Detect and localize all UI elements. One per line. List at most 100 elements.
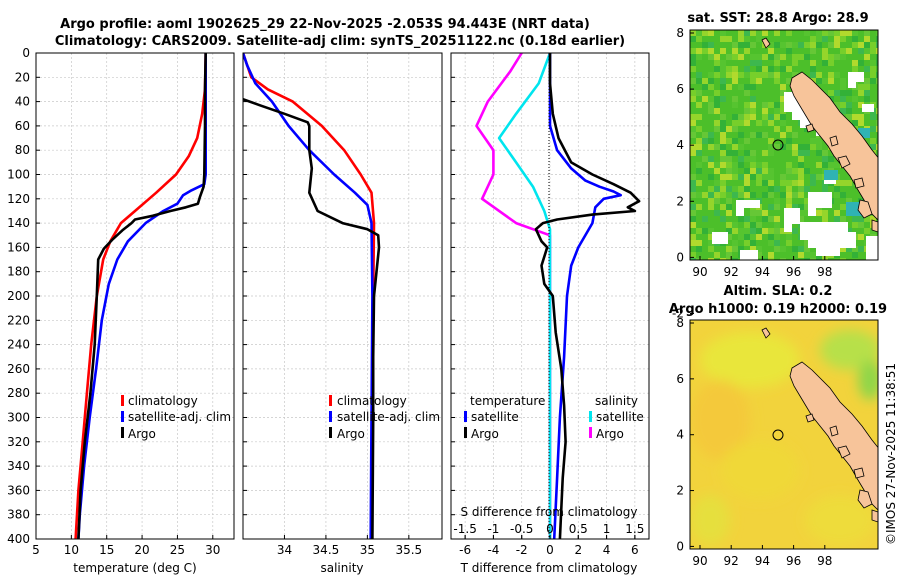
salinity-grid: [243, 53, 442, 539]
map-x-tick-label: 94: [755, 554, 770, 568]
y-tick-label: 320: [7, 435, 30, 449]
sst-map-ticks: 90 92 94 96 98 8 6 4 2 0 -2: [672, 26, 832, 320]
sla-field-texture: [690, 330, 878, 545]
sst-map-title: sat. SST: 28.8 Argo: 28.9: [687, 11, 868, 26]
map-x-tick-label: 92: [724, 265, 739, 279]
x2-tick-label: -0.5: [510, 522, 533, 536]
y-tick-label: 120: [7, 192, 30, 206]
x-tick-label: 10: [64, 543, 79, 557]
x2-tick-label: 1.5: [625, 522, 644, 536]
argo-float-location: [772, 429, 784, 441]
x-tick-label: 15: [99, 543, 114, 557]
y-tick-label: 240: [7, 338, 30, 352]
y-tick-label: 140: [7, 216, 30, 230]
legend-swatch-argo: [329, 427, 332, 438]
legend-swatch-argo: [121, 427, 124, 438]
map-x-tick-label: 90: [692, 265, 707, 279]
x-tick-label: 2: [574, 543, 582, 557]
y-tick-label: 100: [7, 168, 30, 182]
y-tick-label: 360: [7, 483, 30, 497]
y-tick-label: 200: [7, 289, 30, 303]
title-line-1: Argo profile: aoml 1902625_29 22-Nov-202…: [60, 17, 590, 32]
series-line-t-satellite: [548, 53, 623, 539]
x-tick-label: 34: [277, 543, 292, 557]
x-tick-label: 20: [134, 543, 149, 557]
y-tick-label: 160: [7, 240, 30, 254]
map-y-tick-label: 8: [676, 26, 684, 40]
x2-tick-label: -1.5: [453, 522, 476, 536]
temperature-xlabel: temperature (deg C): [73, 561, 196, 575]
y-tick-label: 400: [7, 532, 30, 546]
x-tick-label: 5: [32, 543, 40, 557]
difference-series: [475, 53, 641, 539]
map-y-tick-label: 0: [676, 250, 684, 264]
islands: [761, 327, 878, 523]
legend-label-t-satellite: satellite: [471, 410, 519, 424]
sla-map-title-2: Argo h1000: 0.19 h2000: 0.19: [669, 302, 887, 317]
legend-swatch-satellite: [329, 411, 332, 422]
legend-heading-temperature: temperature: [470, 394, 545, 408]
temperature-series: [74, 53, 207, 539]
salinity-xlabel: salinity: [320, 561, 363, 575]
difference-ticks: -6 -4 -2 0 2 4 6 -1.5 -1 -0.5 0 0.5 1 1.5: [451, 52, 644, 557]
map-y-tick-label: 4: [676, 138, 684, 152]
map-y-tick-label: 6: [676, 372, 684, 386]
legend-swatch-t-argo: [464, 427, 467, 438]
legend-label-argo: Argo: [337, 427, 365, 441]
legend-label-climatology: climatology: [337, 394, 407, 408]
legend-label-s-argo: Argo: [596, 427, 624, 441]
legend-swatch-climatology: [329, 395, 332, 406]
series-line-argo: [77, 53, 207, 539]
salinity-ticks: 34 34.5 35 35.5: [243, 52, 422, 557]
legend-swatch-satellite: [121, 411, 124, 422]
legend-swatch-s-satellite: [589, 411, 592, 422]
map-y-tick-label: 0: [676, 539, 684, 553]
difference-legend: temperature satellite Argo salinity sate…: [464, 394, 644, 441]
map-x-tick-label: 98: [817, 554, 832, 568]
map-y-tick-label: 2: [676, 484, 684, 498]
legend-label-satellite: satellite-adj. clim: [337, 410, 440, 424]
sst-missing-data: [712, 72, 878, 260]
y-tick-label: 80: [15, 143, 30, 157]
x-tick-label: -2: [516, 543, 528, 557]
temperature-grid: [36, 53, 234, 539]
map-y-tick-label: -2: [672, 306, 684, 320]
legend-label-s-satellite: satellite: [596, 410, 644, 424]
x-tick-label: 25: [170, 543, 185, 557]
sst-map: [690, 30, 878, 260]
legend-swatch-s-argo: [589, 427, 592, 438]
difference-xlabel: T difference from climatology: [460, 561, 638, 575]
y-tick-label: 60: [15, 119, 30, 133]
y-tick-label: 340: [7, 459, 30, 473]
x-tick-label: 30: [205, 543, 220, 557]
x-tick-label: 34.5: [313, 543, 340, 557]
title-line-2: Climatology: CARS2009. Satellite-adj cli…: [55, 34, 625, 49]
islands: [761, 37, 878, 233]
map-x-tick-label: 92: [724, 554, 739, 568]
map-x-tick-label: 94: [755, 265, 770, 279]
map-x-tick-label: 90: [692, 554, 707, 568]
series-line-t-argo: [534, 53, 641, 539]
x-tick-label: 4: [603, 543, 611, 557]
y-tick-label: 260: [7, 362, 30, 376]
sla-map: [690, 320, 878, 549]
x-tick-label: -4: [487, 543, 499, 557]
difference-x2label: S difference from climatology: [461, 505, 638, 519]
legend-swatch-t-satellite: [464, 411, 467, 422]
map-x-tick-label: 98: [817, 265, 832, 279]
x2-tick-label: 1: [603, 522, 611, 536]
salinity-legend: climatology satellite-adj. clim Argo: [329, 394, 440, 441]
legend-label-argo: Argo: [128, 427, 156, 441]
map-x-tick-label: 96: [786, 554, 801, 568]
y-tick-label: 20: [15, 70, 30, 84]
y-tick-label: 300: [7, 411, 30, 425]
x2-tick-label: 0: [546, 522, 554, 536]
series-line-s-satellite: [497, 53, 552, 539]
x-tick-label: -6: [459, 543, 471, 557]
y-tick-label: 40: [15, 95, 30, 109]
y-tick-label: 380: [7, 508, 30, 522]
sst-field-texture: [690, 30, 878, 260]
sla-map-title-1: Altim. SLA: 0.2: [724, 284, 833, 299]
